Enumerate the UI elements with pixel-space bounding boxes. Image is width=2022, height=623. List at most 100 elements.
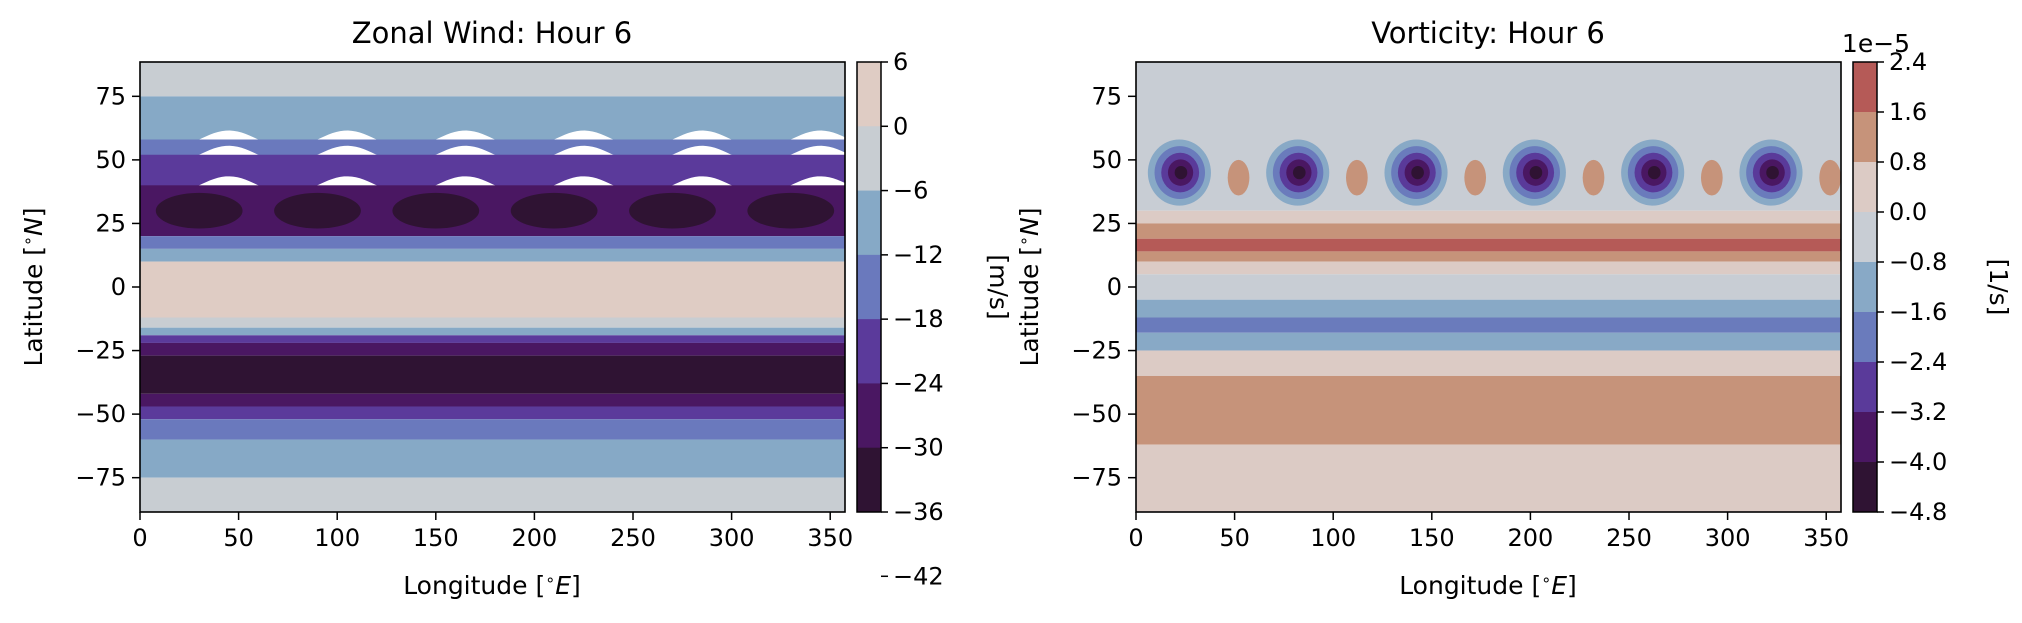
colorbar-tick-label: −36 (893, 498, 944, 526)
y-tick-label: 75 (95, 82, 126, 110)
y-tick-label: 0 (111, 273, 126, 301)
y-tick-label: 75 (1091, 82, 1122, 110)
colorbar-tick-label: 6 (893, 48, 908, 76)
colorbar-tick-label: 0.8 (1889, 148, 1927, 176)
colorbar-segment (1853, 262, 1877, 313)
colorbar-tick-label: −1.6 (1889, 298, 1947, 326)
zonal-wind-x-ticks: 0 50 100 150 200 250 300 350 (132, 512, 853, 552)
colorbar-segment (1853, 212, 1877, 263)
y-tick-label: 50 (1091, 146, 1122, 174)
y-tick-label: 0 (1107, 273, 1122, 301)
positive-vorticity-blob (1227, 159, 1250, 196)
colorbar-segment (857, 62, 881, 127)
zonal-wind-xlabel: Longitude [∘E] (403, 570, 581, 601)
colorbar-segment (1853, 62, 1877, 113)
vortex-contour (1766, 165, 1779, 180)
contour-band (140, 439, 845, 478)
x-tick-label: 100 (314, 524, 360, 552)
zonal-wind-ylabel: Latitude [∘N] (18, 207, 49, 366)
contour-band (140, 355, 845, 394)
contour-band (140, 139, 845, 164)
x-tick-label: 300 (1705, 524, 1751, 552)
y-tick-label: −75 (75, 464, 126, 492)
vorticity-colorbar-label: [1/s] (1984, 259, 2013, 316)
vortex-contour (1411, 165, 1424, 180)
y-tick-label: −25 (1071, 337, 1122, 365)
vorticity-colorbar: 2.4 1.6 0.8 0.0 −0.8 −1.6 −2.4 −3.2 −4.0 −4.8 (1852, 48, 1947, 526)
contour-band (140, 477, 845, 512)
colorbar-segment (857, 383, 881, 449)
contour-band (140, 154, 845, 195)
y-tick-label: 25 (1091, 209, 1122, 237)
colorbar-segment (1853, 312, 1877, 363)
vortex-contour (1647, 165, 1661, 180)
wind-minimum-core (747, 192, 835, 229)
contour-band (1136, 210, 1841, 224)
x-tick-label: 200 (511, 524, 557, 552)
x-tick-label: 50 (1219, 524, 1250, 552)
colorbar-tick-label: −0.8 (1889, 248, 1947, 276)
contour-band (140, 317, 845, 328)
contour-band (140, 406, 845, 420)
vorticity-y-ticks: 75 50 25 0 −25 −50 −75 (1071, 82, 1136, 492)
colorbar-tick-label: −18 (893, 305, 944, 333)
contour-band (1136, 223, 1841, 239)
vortex-contour (1529, 165, 1543, 180)
colorbar-segment (1853, 462, 1877, 513)
wind-minimum-core (155, 192, 243, 229)
colorbar-segment (1853, 112, 1877, 163)
zonal-wind-panel: Zonal Wind: Hour 6 0 50 100 150 200 250 300 350… (18, 16, 1014, 600)
contour-band (1136, 375, 1841, 445)
colorbar-tick-label: −30 (893, 434, 944, 462)
y-tick-label: −75 (1071, 464, 1122, 492)
colorbar-tick-label: −12 (893, 241, 944, 269)
vorticity-panel: Vorticity: Hour 6 0 50 100 150 200 250 300 350 … (1014, 16, 2014, 600)
colorbar-segment (857, 190, 881, 256)
contour-band (1136, 444, 1841, 512)
x-tick-label: 300 (709, 524, 755, 552)
colorbar-segment (857, 447, 881, 513)
x-tick-label: 150 (1409, 524, 1455, 552)
contour-band (140, 236, 845, 249)
y-tick-label: −50 (1071, 400, 1122, 428)
vorticity-x-ticks: 0 50 100 150 200 250 300 350 (1128, 512, 1849, 552)
vortex-contour (1174, 165, 1188, 180)
x-tick-label: 200 (1507, 524, 1553, 552)
colorbar-tick-label: −2.4 (1889, 348, 1947, 376)
y-tick-label: −25 (75, 337, 126, 365)
colorbar-segment (857, 319, 881, 384)
x-tick-label: 150 (413, 524, 459, 552)
contour-band (140, 342, 845, 356)
contour-band (140, 96, 845, 149)
x-tick-label: 50 (223, 524, 254, 552)
contour-band (140, 248, 845, 262)
wind-minimum-core (392, 192, 480, 229)
positive-vorticity-blob (1700, 159, 1723, 196)
colorbar-tick-label: −42 (893, 562, 944, 590)
colorbar-segment (1853, 362, 1877, 413)
positive-vorticity-blob (1819, 159, 1841, 196)
positive-vorticity-blob (1346, 159, 1368, 196)
contour-band (1136, 317, 1841, 333)
vorticity-title: Vorticity: Hour 6 (1371, 16, 1605, 50)
colorbar-tick-label: −24 (893, 369, 944, 397)
contour-band (140, 185, 845, 237)
x-tick-label: 350 (1803, 524, 1849, 552)
zonal-wind-title: Zonal Wind: Hour 6 (352, 16, 632, 50)
zonal-wind-colorbar-label: [m/s] (984, 254, 1013, 319)
x-tick-label: 0 (1128, 524, 1143, 552)
x-tick-label: 0 (132, 524, 147, 552)
y-tick-label: 50 (95, 146, 126, 174)
positive-vorticity-blob (1582, 159, 1605, 196)
x-tick-label: 350 (807, 524, 853, 552)
contour-band (1136, 332, 1841, 351)
contour-band (140, 261, 845, 318)
vorticity-plot-area (1136, 62, 1841, 512)
x-tick-label: 100 (1310, 524, 1356, 552)
contour-band (140, 419, 845, 440)
colorbar-segment (1853, 162, 1877, 213)
colorbar-segment (857, 126, 881, 192)
colorbar-tick-label: −6 (893, 177, 928, 205)
colorbar-tick-label: −3.2 (1889, 398, 1947, 426)
